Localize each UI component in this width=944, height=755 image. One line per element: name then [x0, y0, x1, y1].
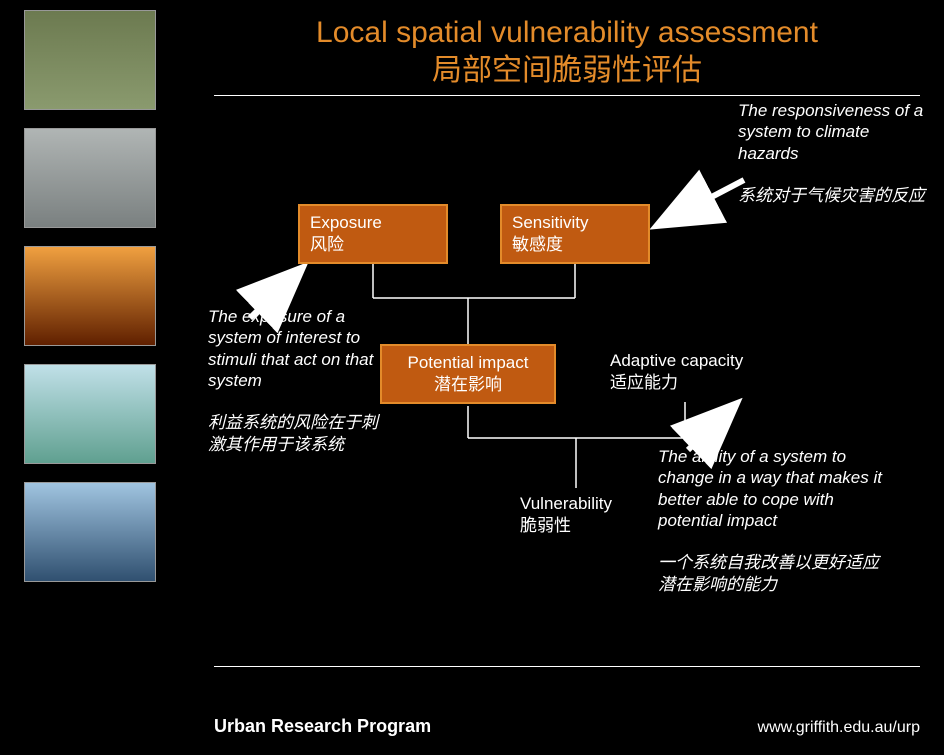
adaptive-note-en: The ability of a system to change in a w…: [658, 447, 882, 530]
divider-bottom: [214, 666, 920, 667]
exposure-note-en: The exposure of a system of interest to …: [208, 307, 373, 390]
annotation-adaptive: The ability of a system to change in a w…: [658, 446, 888, 595]
vulnerability-zh: 脆弱性: [520, 516, 571, 535]
title-en: Local spatial vulnerability assessment: [316, 16, 818, 49]
thumb-skyline: [24, 482, 156, 582]
sensitivity-note-en: The responsiveness of a system to climat…: [738, 101, 923, 163]
adaptive-note-zh: 一个系统自我改善以更好适应潜在影响的能力: [658, 553, 879, 593]
title-zh: 局部空间脆弱性评估: [432, 54, 702, 87]
potential-zh: 潜在影响: [434, 375, 502, 394]
sidebar-thumbnails: [0, 0, 180, 755]
thumb-beach: [24, 364, 156, 464]
footer-url: www.griffith.edu.au/urp: [758, 719, 920, 737]
exposure-note-zh: 利益系统的风险在于刺激其作用于该系统: [208, 413, 378, 453]
node-exposure: Exposure 风险: [298, 204, 448, 264]
potential-en: Potential impact: [408, 353, 529, 372]
node-adaptive-capacity: Adaptive capacity 适应能力: [610, 350, 810, 394]
node-sensitivity: Sensitivity 敏感度: [500, 204, 650, 264]
node-vulnerability: Vulnerability 脆弱性: [520, 493, 670, 537]
vulnerability-en: Vulnerability: [520, 494, 612, 513]
diagram-canvas: Exposure 风险 Sensitivity 敏感度 Potential im…: [190, 108, 944, 728]
sensitivity-en: Sensitivity: [512, 213, 589, 232]
main-content: Local spatial vulnerability assessment 局…: [190, 0, 944, 755]
adaptive-zh: 适应能力: [610, 373, 678, 392]
adaptive-en: Adaptive capacity: [610, 351, 743, 370]
exposure-zh: 风险: [310, 235, 344, 254]
exposure-en: Exposure: [310, 213, 382, 232]
node-potential-impact: Potential impact 潜在影响: [380, 344, 556, 404]
sensitivity-note-zh: 系统对于气候灾害的反应: [738, 186, 925, 205]
divider-top: [214, 95, 920, 96]
thumb-houses: [24, 10, 156, 110]
annotation-sensitivity: The responsiveness of a system to climat…: [738, 100, 928, 206]
annotation-exposure: The exposure of a system of interest to …: [208, 306, 388, 455]
footer-program: Urban Research Program: [214, 716, 431, 737]
sensitivity-zh: 敏感度: [512, 235, 563, 254]
page-title: Local spatial vulnerability assessment 局…: [190, 0, 944, 89]
thumb-transit: [24, 128, 156, 228]
thumb-sunset: [24, 246, 156, 346]
